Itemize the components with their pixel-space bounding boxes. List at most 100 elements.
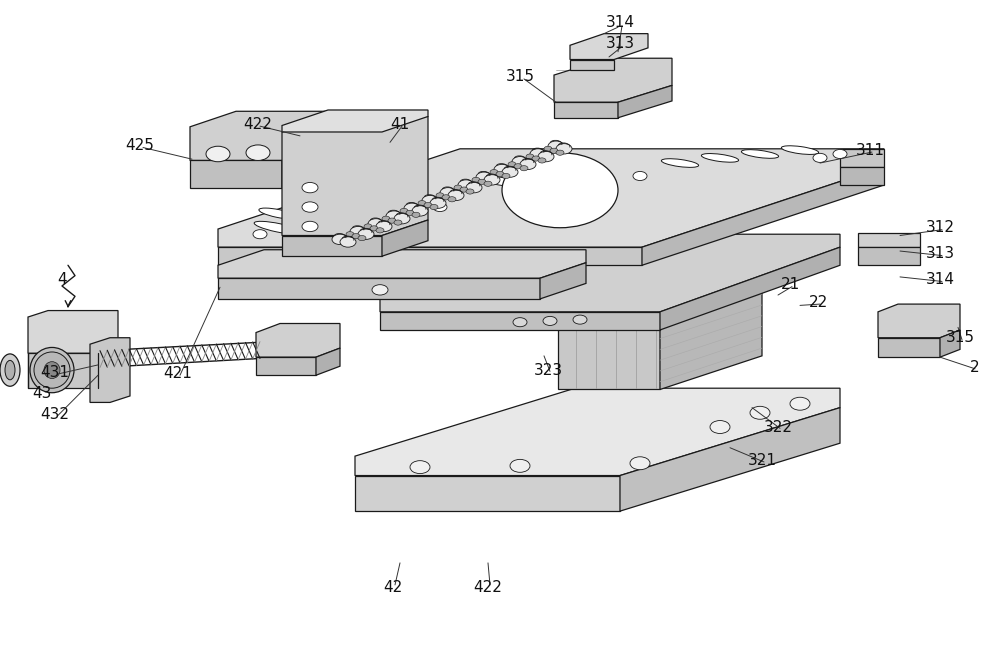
Polygon shape xyxy=(282,145,328,188)
Circle shape xyxy=(430,198,446,208)
Circle shape xyxy=(332,234,348,245)
Circle shape xyxy=(494,164,510,175)
Circle shape xyxy=(440,188,456,198)
Circle shape xyxy=(372,285,388,295)
Text: 2: 2 xyxy=(970,360,980,375)
Circle shape xyxy=(430,204,438,210)
Ellipse shape xyxy=(306,221,354,234)
Circle shape xyxy=(370,226,378,231)
Circle shape xyxy=(358,236,366,241)
Circle shape xyxy=(433,203,447,212)
Circle shape xyxy=(448,190,464,201)
Circle shape xyxy=(543,316,557,325)
Text: 422: 422 xyxy=(474,580,502,595)
Polygon shape xyxy=(554,58,672,102)
Circle shape xyxy=(400,208,408,214)
Polygon shape xyxy=(858,247,920,265)
Circle shape xyxy=(556,150,564,155)
Polygon shape xyxy=(878,304,960,338)
Circle shape xyxy=(502,167,518,177)
Circle shape xyxy=(442,195,450,200)
Circle shape xyxy=(350,226,366,237)
Circle shape xyxy=(573,315,587,324)
Circle shape xyxy=(833,149,847,159)
Text: 22: 22 xyxy=(808,294,828,310)
Ellipse shape xyxy=(701,153,739,162)
Polygon shape xyxy=(256,357,316,375)
Text: 42: 42 xyxy=(383,580,403,595)
Ellipse shape xyxy=(44,362,60,378)
Ellipse shape xyxy=(661,159,699,168)
Circle shape xyxy=(358,229,374,239)
Circle shape xyxy=(376,221,392,232)
Circle shape xyxy=(388,218,396,223)
Circle shape xyxy=(813,153,827,162)
Circle shape xyxy=(476,172,492,182)
Circle shape xyxy=(556,144,572,154)
Polygon shape xyxy=(256,324,340,357)
Circle shape xyxy=(404,203,420,214)
Polygon shape xyxy=(28,311,118,353)
Polygon shape xyxy=(190,111,328,160)
Text: 311: 311 xyxy=(856,142,885,158)
Ellipse shape xyxy=(34,352,70,388)
Ellipse shape xyxy=(531,170,569,180)
Polygon shape xyxy=(878,338,940,357)
Polygon shape xyxy=(620,408,840,511)
Text: 431: 431 xyxy=(40,365,70,380)
Circle shape xyxy=(302,221,318,232)
Polygon shape xyxy=(218,250,586,278)
Ellipse shape xyxy=(0,354,20,386)
Ellipse shape xyxy=(341,197,379,207)
Circle shape xyxy=(422,195,438,206)
Circle shape xyxy=(633,171,647,181)
Circle shape xyxy=(424,203,432,208)
Circle shape xyxy=(412,212,420,217)
Circle shape xyxy=(512,157,528,167)
Polygon shape xyxy=(554,102,618,118)
Text: 314: 314 xyxy=(926,272,954,287)
Circle shape xyxy=(454,185,462,190)
Ellipse shape xyxy=(254,221,302,234)
Circle shape xyxy=(502,153,618,228)
Text: 315: 315 xyxy=(506,69,534,84)
Ellipse shape xyxy=(301,202,339,212)
Polygon shape xyxy=(190,160,282,188)
Circle shape xyxy=(490,170,498,175)
Circle shape xyxy=(302,182,318,193)
Circle shape xyxy=(496,171,504,177)
Ellipse shape xyxy=(30,347,74,393)
Polygon shape xyxy=(540,263,586,299)
Polygon shape xyxy=(642,167,884,265)
Polygon shape xyxy=(218,278,540,299)
Polygon shape xyxy=(316,348,340,375)
Circle shape xyxy=(410,461,430,474)
Text: 322: 322 xyxy=(764,419,792,435)
Polygon shape xyxy=(382,220,428,256)
Polygon shape xyxy=(218,149,884,247)
Circle shape xyxy=(460,187,468,192)
Circle shape xyxy=(302,202,318,212)
Polygon shape xyxy=(570,60,614,70)
Circle shape xyxy=(544,146,552,151)
Circle shape xyxy=(510,459,530,472)
Circle shape xyxy=(508,162,516,167)
Circle shape xyxy=(246,145,270,160)
Polygon shape xyxy=(660,247,840,330)
Circle shape xyxy=(253,230,267,239)
Polygon shape xyxy=(355,388,840,476)
Polygon shape xyxy=(558,311,660,389)
Circle shape xyxy=(418,201,426,206)
Polygon shape xyxy=(282,236,382,256)
Circle shape xyxy=(514,164,522,169)
Polygon shape xyxy=(618,85,672,118)
Polygon shape xyxy=(380,312,660,330)
Polygon shape xyxy=(28,353,98,388)
Text: 315: 315 xyxy=(946,330,974,345)
Polygon shape xyxy=(858,233,920,247)
Circle shape xyxy=(394,214,410,224)
Text: 425: 425 xyxy=(126,138,154,153)
Circle shape xyxy=(368,219,384,229)
Circle shape xyxy=(750,406,770,419)
Polygon shape xyxy=(660,277,762,389)
